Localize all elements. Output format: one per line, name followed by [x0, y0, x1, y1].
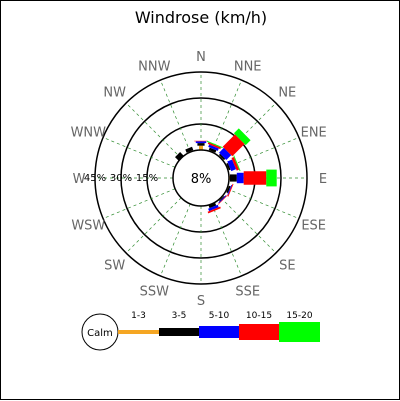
- bar-nne-15-20: [206, 140, 223, 149]
- bar-sse-5-10: [208, 204, 219, 212]
- bar-ese-3-5: [226, 185, 231, 193]
- direction-label-ene: ENE: [301, 125, 327, 140]
- spoke-ene: [226, 137, 300, 168]
- direction-label-ne: NE: [278, 86, 296, 101]
- spoke-wsw: [102, 188, 176, 219]
- ring-2: [120, 97, 282, 259]
- ring-label-2: 30%: [110, 173, 132, 184]
- legend-calm-label: Calm: [87, 328, 113, 339]
- bar-nw-3-5: [175, 152, 184, 161]
- direction-label-wsw: WSW: [71, 219, 105, 234]
- bar-ne-3-5: [218, 153, 226, 161]
- spoke-ese: [226, 188, 300, 219]
- direction-label-n: N: [196, 50, 206, 65]
- direction-label-sse: SSE: [235, 285, 260, 300]
- bar-ene-3-5: [226, 163, 231, 171]
- ring-label-3: 45%: [84, 173, 106, 184]
- calm-circle: [172, 149, 230, 207]
- legend-swatch-10-15: [239, 324, 279, 340]
- bar-nne-5-10: [208, 144, 219, 151]
- legend-label-1-3: 1-3: [131, 311, 146, 321]
- bar-ene-15-20: [233, 155, 241, 172]
- bar-sse-3-5: [208, 203, 217, 209]
- bar-n-5-10: [195, 141, 207, 144]
- bar-n-3-5: [197, 143, 205, 146]
- spoke-ssw: [160, 203, 191, 277]
- bar-e-5-10: [236, 172, 244, 184]
- legend-swatch-5-10: [199, 326, 239, 338]
- ring-3: [94, 71, 308, 285]
- bar-se-10-15: [217, 194, 228, 205]
- direction-label-ese: ESE: [301, 219, 326, 234]
- spoke-sse: [211, 203, 242, 277]
- bar-se-5-10: [218, 195, 227, 204]
- direction-label-nw: NW: [103, 86, 126, 101]
- bar-e-10-15: [243, 171, 267, 185]
- bar-e-3-5: [229, 174, 237, 182]
- bar-e-15-20: [266, 169, 277, 187]
- direction-label-e: E: [319, 172, 327, 187]
- bar-se-3-5: [218, 195, 225, 202]
- calm-circle-group: 8%: [172, 149, 230, 207]
- legend-label-5-10: 5-10: [209, 311, 230, 321]
- bar-ese-10-15: [227, 183, 234, 197]
- direction-labels: N NNE NE ENE E ESE SE SSE S SSW SW WSW W WNW NW NNW: [71, 50, 328, 309]
- spoke-nne: [211, 79, 242, 153]
- direction-label-nnw: NNW: [138, 59, 170, 74]
- legend-label-10-15: 10-15: [246, 311, 272, 321]
- bar-sse-10-15: [207, 206, 221, 214]
- direction-label-nne: NNE: [234, 59, 262, 74]
- bar-nne-10-15: [207, 142, 221, 150]
- bar-n-10-15: [194, 140, 208, 142]
- legend-swatch-3-5: [159, 328, 199, 336]
- direction-label-s: S: [197, 294, 205, 309]
- direction-label-sw: SW: [104, 258, 125, 273]
- bar-nne-3-5: [208, 147, 217, 153]
- direction-label-ssw: SSW: [140, 285, 170, 300]
- bar-n-1-3: [199, 145, 203, 150]
- legend-label-3-5: 3-5: [172, 311, 187, 321]
- spoke-nw: [125, 102, 182, 159]
- frequency-bars: [175, 128, 277, 214]
- ring-labels: 15% 30% 45%: [84, 173, 158, 184]
- direction-label-w: W: [73, 172, 86, 187]
- ring-label-1: 15%: [136, 173, 158, 184]
- legend-label-15-20: 15-20: [286, 311, 312, 321]
- spoke-wnw: [102, 137, 176, 168]
- legend: Calm 1-3 3-5 5-10 10-15 15-20: [81, 311, 320, 351]
- spoke-se: [220, 197, 277, 254]
- spoke-sw: [125, 197, 182, 254]
- bar-ne-5-10: [219, 147, 232, 160]
- bar-ese-5-10: [227, 184, 233, 195]
- bar-ne-10-15: [222, 134, 245, 157]
- direction-label-se: SE: [279, 258, 295, 273]
- calm-value: 8%: [191, 172, 212, 187]
- chart-title: Windrose (km/h): [135, 8, 267, 27]
- bar-ene-5-10: [227, 159, 237, 172]
- legend-swatch-1-3: [118, 330, 159, 334]
- bar-nnw-3-5: [185, 146, 194, 153]
- direction-label-wnw: WNW: [71, 125, 107, 140]
- bar-ne-15-20: [233, 128, 251, 146]
- bar-ene-10-15: [231, 157, 240, 171]
- spoke-nnw: [160, 79, 191, 153]
- legend-swatch-15-20: [279, 322, 320, 342]
